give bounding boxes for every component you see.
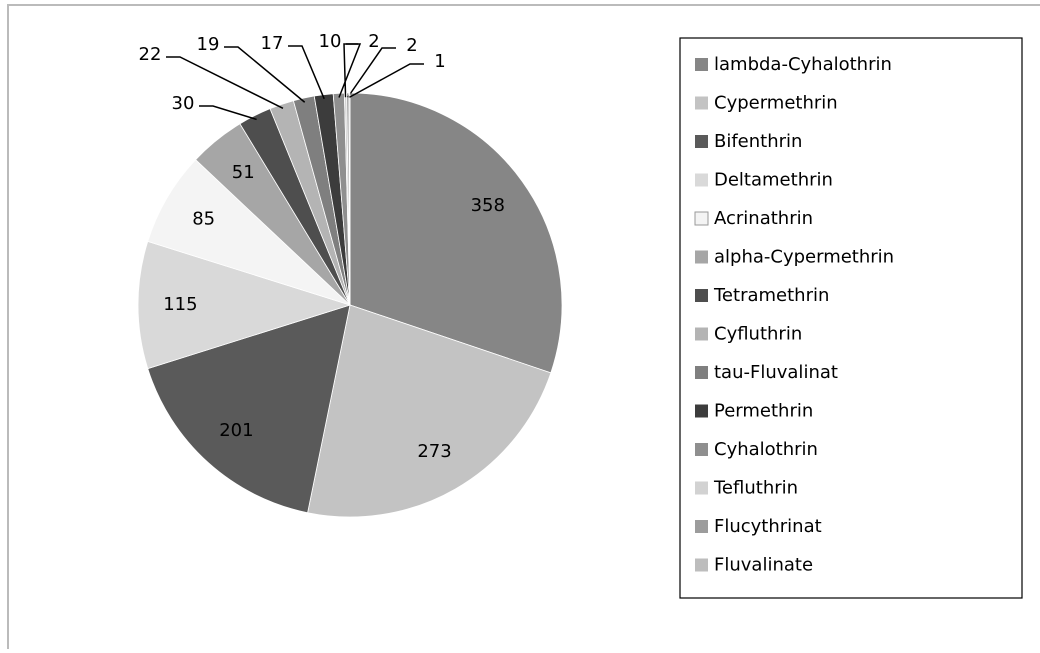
data-label: 2 bbox=[368, 31, 379, 52]
legend-label: alpha-Cypermethrin bbox=[714, 247, 894, 268]
data-label: 17 bbox=[261, 33, 284, 54]
legend-label: Deltamethrin bbox=[714, 170, 833, 191]
legend-label: Permethrin bbox=[714, 401, 813, 422]
legend-label: Bifenthrin bbox=[714, 131, 802, 152]
data-label: 115 bbox=[163, 294, 197, 315]
legend-swatch bbox=[695, 366, 708, 379]
legend-label: Cyhalothrin bbox=[714, 439, 818, 460]
legend-swatch bbox=[695, 58, 708, 71]
data-label: 201 bbox=[219, 420, 253, 441]
data-label: 30 bbox=[172, 93, 195, 114]
chart-frame bbox=[7, 4, 1040, 653]
pie-slice bbox=[147, 304, 351, 514]
legend-label: lambda-Cyhalothrin bbox=[714, 54, 892, 75]
data-label: 51 bbox=[232, 162, 255, 183]
legend-swatch bbox=[695, 481, 708, 495]
leader-line bbox=[166, 56, 284, 110]
pie-slice bbox=[307, 304, 552, 518]
legend-swatch bbox=[695, 173, 708, 187]
legend-label: Tefluthrin bbox=[713, 478, 798, 499]
legend-label: Cypermethrin bbox=[714, 93, 838, 114]
legend-swatch bbox=[695, 443, 708, 456]
data-label: 22 bbox=[139, 44, 162, 65]
legend-label: Fluvalinate bbox=[714, 555, 813, 576]
pie-slice bbox=[348, 92, 351, 306]
legend-label: Cyfluthrin bbox=[714, 324, 802, 345]
leader-line bbox=[343, 43, 358, 98]
leader-line bbox=[338, 43, 362, 98]
legend-swatch bbox=[695, 250, 708, 264]
leader-line bbox=[349, 63, 424, 98]
data-label: 10 bbox=[319, 31, 342, 52]
legend-label: Acrinathrin bbox=[714, 208, 813, 229]
legend-swatch bbox=[695, 520, 708, 533]
legend-swatch bbox=[694, 211, 709, 226]
legend-label: Flucythrinat bbox=[714, 516, 822, 537]
leader-line bbox=[199, 105, 257, 121]
legend-swatch bbox=[695, 96, 708, 110]
legend-label: Tetramethrin bbox=[713, 285, 829, 306]
legend-swatch bbox=[695, 289, 708, 302]
data-label: 85 bbox=[192, 208, 215, 229]
legend-swatch bbox=[695, 558, 708, 572]
leader-line bbox=[347, 47, 396, 98]
data-label: 1 bbox=[434, 51, 445, 72]
legend-label: tau-Fluvalinat bbox=[714, 362, 838, 383]
data-label: 19 bbox=[197, 34, 220, 55]
data-label: 273 bbox=[417, 441, 451, 462]
pie-slice bbox=[349, 92, 563, 374]
legend-swatch bbox=[695, 135, 708, 148]
leader-line bbox=[288, 45, 325, 100]
pie-slice bbox=[137, 240, 352, 370]
legend-box bbox=[679, 37, 1023, 599]
data-label: 2 bbox=[406, 35, 417, 56]
data-label: 358 bbox=[471, 195, 505, 216]
legend-swatch bbox=[695, 404, 708, 418]
legend-swatch bbox=[695, 327, 708, 341]
leader-line bbox=[224, 46, 306, 103]
